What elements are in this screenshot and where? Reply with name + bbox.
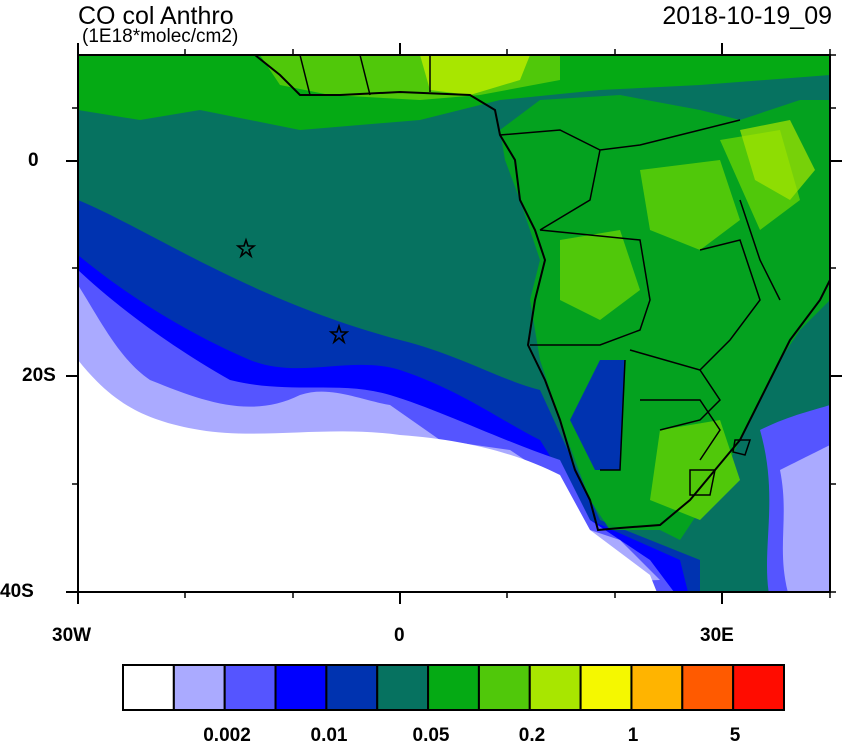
colorbar-label: 0.01: [310, 725, 348, 746]
stars: [235, 237, 350, 345]
plot-units: (1E18*molec/cm2): [82, 26, 239, 47]
colorbar-label: 0.002: [203, 725, 251, 746]
colorbar-label: 0.05: [412, 725, 450, 746]
colorbar-box: [223, 664, 277, 711]
lat-label-40s: 40S: [0, 581, 34, 602]
lon-label-0: 0: [394, 625, 405, 646]
colorbar-box: [579, 664, 633, 711]
colorbar-box: [122, 664, 175, 711]
colorbar-box: [427, 664, 480, 711]
colorbar-label: 0.2: [518, 725, 546, 746]
colorbar-box: [274, 664, 328, 711]
colorbar-label: 5: [729, 725, 741, 746]
lat-label-0: 0: [28, 150, 39, 171]
colorbar-box: [732, 664, 786, 711]
plot-title: CO col Anthro: [78, 2, 234, 30]
map-field: [78, 55, 830, 592]
colorbar-box: [325, 664, 379, 711]
lon-label-30e: 30E: [700, 625, 734, 646]
plot-frame: [77, 54, 831, 593]
colorbar-box: [681, 664, 735, 711]
star-marker: [235, 237, 257, 259]
lat-label-20s: 20S: [22, 365, 56, 386]
colorbar-label: 1: [627, 725, 639, 746]
colorbar-box: [528, 664, 582, 711]
colorbar: [122, 664, 786, 711]
plot-datetime: 2018-10-19_09: [662, 2, 832, 30]
lon-label-30w: 30W: [52, 625, 92, 646]
colorbar-box: [630, 664, 684, 711]
star-marker: [328, 323, 350, 345]
colorbar-box: [172, 664, 226, 711]
colorbar-box: [376, 664, 430, 711]
axis-ticks: [66, 43, 842, 604]
colorbar-box: [477, 664, 531, 711]
